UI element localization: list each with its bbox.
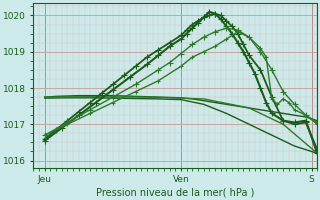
X-axis label: Pression niveau de la mer( hPa ): Pression niveau de la mer( hPa ) (96, 187, 254, 197)
